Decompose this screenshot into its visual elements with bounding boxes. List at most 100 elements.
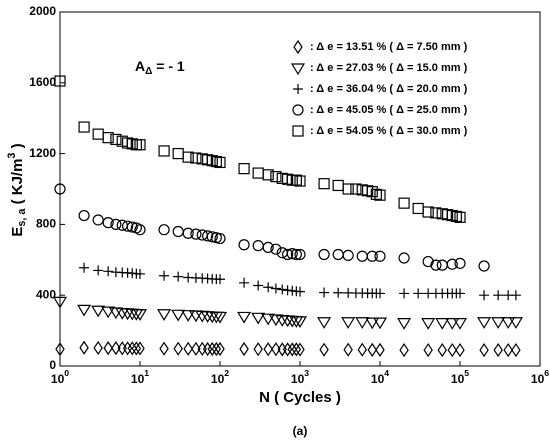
marker-square — [92, 128, 104, 140]
marker-circle — [238, 239, 250, 251]
marker-plus — [319, 287, 330, 298]
marker-diamond — [447, 342, 457, 358]
marker-square — [374, 189, 386, 201]
marker-triangle — [317, 317, 332, 329]
marker-circle — [54, 183, 66, 195]
marker-circle — [290, 248, 302, 261]
marker-diamond — [455, 342, 465, 358]
marker-circle — [366, 250, 378, 262]
marker-circle — [436, 259, 448, 271]
marker-plus — [173, 271, 184, 282]
marker-diamond — [211, 341, 222, 357]
marker-diamond — [239, 341, 249, 357]
x-tick-label: 103​ — [291, 368, 309, 386]
marker-triangle — [212, 311, 228, 324]
legend-label: : Δ e = 36.04 % ( Δ = 20.0 mm ) — [310, 83, 468, 95]
marker-plus — [159, 270, 170, 281]
marker-circle — [78, 209, 90, 222]
marker-triangle — [372, 317, 388, 330]
marker-square — [366, 186, 378, 198]
marker-triangle — [91, 305, 106, 318]
x-tick-label: 102​ — [211, 368, 229, 386]
marker-triangle — [101, 306, 116, 319]
marker-plus — [277, 284, 288, 295]
marker-circle — [172, 225, 184, 238]
marker-diamond — [135, 341, 145, 356]
marker-square — [102, 132, 114, 144]
marker-triangle — [251, 312, 266, 325]
marker-square — [342, 183, 354, 195]
marker-triangle — [477, 317, 492, 329]
marker-triangle — [355, 317, 370, 329]
marker-triangle — [181, 310, 196, 322]
marker-diamond — [479, 342, 489, 358]
marker-square — [110, 133, 122, 146]
marker-diamond — [55, 342, 65, 357]
marker-circle — [190, 228, 202, 240]
annotation: AΔ = - 1 — [135, 58, 185, 77]
marker-circle — [342, 249, 354, 261]
marker-plus — [79, 262, 90, 273]
marker-diamond — [111, 341, 121, 356]
marker-triangle — [171, 309, 186, 322]
marker-circle — [454, 257, 466, 269]
marker-square — [252, 167, 264, 179]
marker-circle — [110, 218, 122, 230]
marker-diamond — [375, 342, 385, 357]
marker-square — [214, 156, 226, 169]
marker-circle — [286, 248, 298, 260]
marker-diamond — [183, 341, 193, 356]
marker-triangle — [501, 317, 516, 329]
marker-circle — [270, 243, 282, 255]
marker-triangle — [157, 309, 172, 321]
marker-circle — [102, 217, 114, 229]
marker-diamond — [127, 341, 137, 356]
marker-diamond — [511, 342, 521, 358]
marker-triangle — [491, 317, 506, 329]
marker-square — [78, 121, 90, 133]
marker-plus — [455, 288, 465, 299]
marker-square — [430, 207, 442, 219]
marker-square — [238, 163, 250, 175]
marker-square — [318, 178, 330, 190]
marker-circle — [356, 250, 368, 262]
caption: (a) — [293, 424, 308, 438]
marker-plus — [270, 283, 281, 294]
marker-plus — [399, 288, 410, 299]
marker-square — [446, 209, 458, 222]
marker-diamond — [253, 342, 263, 357]
marker-circle — [294, 248, 306, 261]
x-axis-label: N ( Cycles ) — [259, 389, 341, 406]
marker-diamond — [93, 340, 103, 356]
marker-square — [182, 151, 194, 163]
marker-circle — [122, 220, 134, 232]
marker-plus — [295, 286, 305, 297]
y-axis-label: Es, a ( KJ/m3 ) — [6, 143, 28, 236]
marker-triangle — [188, 310, 203, 323]
marker-square — [270, 171, 282, 183]
legend-label: : Δ e = 45.05 % ( Δ = 25.0 mm ) — [310, 104, 468, 116]
marker-diamond — [437, 342, 447, 358]
marker-plus — [333, 287, 344, 298]
marker-square — [290, 174, 302, 186]
marker-diamond — [191, 341, 201, 356]
marker-diamond — [293, 39, 303, 55]
marker-diamond — [173, 341, 183, 356]
marker-square — [450, 210, 462, 223]
marker-square — [398, 197, 410, 209]
marker-circle — [252, 240, 264, 252]
marker-plus — [293, 84, 303, 94]
marker-diamond — [493, 342, 503, 358]
marker-triangle — [268, 314, 283, 327]
x-tick-label: 104​ — [371, 368, 389, 386]
marker-square — [332, 179, 344, 192]
marker-triangle — [341, 317, 356, 329]
marker-diamond — [215, 341, 225, 357]
marker-circle — [206, 231, 218, 243]
marker-circle — [158, 224, 170, 236]
marker-triangle — [52, 296, 68, 309]
marker-diamond — [287, 342, 297, 357]
marker-circle — [134, 224, 146, 236]
marker-diamond — [367, 342, 377, 357]
marker-diamond — [103, 341, 113, 356]
